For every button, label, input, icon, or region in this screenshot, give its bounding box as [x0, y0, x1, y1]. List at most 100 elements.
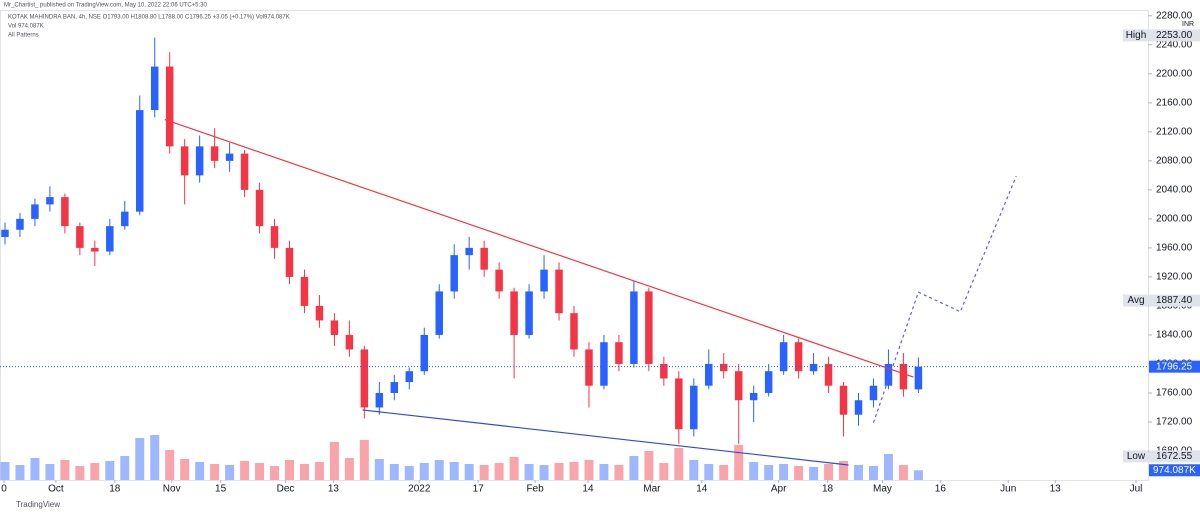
x-tick-label: Feb — [526, 484, 544, 495]
candle-body — [615, 342, 623, 364]
candle-body — [46, 197, 54, 205]
legend-patterns: All Patterns — [8, 33, 39, 39]
candle-body — [899, 363, 908, 390]
volume-bar — [584, 460, 594, 480]
volume-bar — [285, 460, 294, 480]
candle-body — [76, 226, 84, 248]
volume-bar — [539, 465, 549, 480]
volume-bar — [75, 466, 85, 480]
source: Mr_Chartist_ published on TradingView.co… — [4, 3, 208, 9]
candle-body — [555, 269, 563, 314]
price-label: 1796.25 — [1156, 361, 1193, 372]
volume-bar — [524, 464, 534, 480]
volume-bar — [794, 466, 804, 480]
volume-bar — [569, 462, 579, 480]
volume-bar — [225, 465, 235, 480]
candle-body — [809, 363, 818, 372]
candle-body — [315, 305, 324, 321]
volume-bar — [839, 461, 849, 480]
candle-body — [390, 382, 399, 393]
volume-bar — [554, 463, 564, 480]
volume-bar — [105, 461, 115, 480]
candle-body — [465, 247, 473, 256]
candle-body — [690, 385, 698, 430]
candle-body — [136, 110, 144, 212]
candle-body — [450, 255, 458, 292]
candle-body — [180, 146, 189, 176]
y-tick-label: 2080.00 — [1156, 156, 1193, 167]
y-tick-label: 1720.00 — [1156, 417, 1193, 428]
volume-bar — [60, 460, 70, 480]
price-label-box — [1149, 360, 1200, 373]
candle-body — [225, 153, 234, 161]
volume-bar — [719, 465, 729, 480]
volume-bar — [165, 450, 175, 480]
volume-bar — [824, 464, 834, 480]
volume-bar — [749, 462, 759, 480]
candle-body — [435, 291, 443, 335]
x-tick-label: 18 — [109, 484, 121, 495]
volume-bar — [255, 463, 265, 480]
candle-body — [375, 392, 384, 408]
candle-body — [525, 291, 533, 335]
candle-body — [255, 189, 264, 227]
candle-body — [165, 66, 174, 147]
y-tick-label: 1920.00 — [1156, 272, 1193, 283]
volume-bar — [30, 458, 40, 480]
volume-bar — [449, 462, 459, 480]
candle-body — [869, 385, 878, 401]
price-label-box — [1149, 450, 1200, 463]
candle-body — [420, 334, 429, 372]
volume-bar — [659, 463, 669, 480]
volume-bar — [150, 435, 160, 480]
x-tick-label: 13 — [1050, 484, 1062, 495]
volume-bar — [779, 464, 789, 480]
volume-bar — [809, 467, 819, 480]
volume-bar — [509, 457, 519, 480]
volume-bar — [240, 461, 250, 480]
x-tick-label: 18 — [822, 484, 834, 495]
y-tick-label: 2000.00 — [1156, 214, 1193, 225]
candle-body — [405, 371, 414, 383]
volume-bar — [764, 465, 774, 480]
candle-body — [31, 204, 39, 219]
candle-body — [779, 342, 788, 372]
candle-body — [330, 320, 339, 335]
candle-body — [600, 342, 608, 386]
candle-body — [360, 349, 369, 408]
volume-label: 974.087K — [1153, 465, 1196, 476]
x-tick-label: 16 — [935, 484, 947, 495]
volume-bar — [270, 466, 280, 480]
candle-body — [675, 378, 683, 430]
trend-line — [164, 118, 914, 378]
candle-body — [630, 291, 638, 364]
price-label-name: Low — [1127, 451, 1146, 462]
candle-body — [749, 392, 758, 401]
candle-body — [705, 363, 713, 386]
x-tick-label: Nov — [163, 484, 181, 495]
candle-body — [91, 247, 99, 252]
volume-bar — [898, 465, 908, 480]
volume-bar — [329, 442, 339, 480]
volume-bar — [389, 464, 399, 480]
price-label-name-box — [1123, 450, 1148, 463]
volume-bar — [180, 459, 190, 480]
x-tick-label: 2022 — [408, 484, 431, 495]
candle-body — [495, 269, 503, 292]
candle-body — [719, 363, 728, 372]
price-label-name: Avg — [1127, 295, 1144, 306]
volume-bar — [464, 464, 474, 480]
volume-bar — [135, 438, 145, 480]
price-label-box — [1149, 29, 1200, 42]
candle-body — [854, 400, 863, 415]
candle-body — [270, 226, 279, 248]
volume-bar — [614, 465, 624, 480]
volume-bar — [629, 456, 639, 480]
x-tick-label: May — [873, 484, 892, 495]
x-tick-label: Dec — [277, 484, 295, 495]
x-tick-label: 14 — [582, 484, 594, 495]
price-label: 2253.00 — [1156, 30, 1193, 41]
volume-bar — [674, 448, 684, 480]
volume-bar — [90, 463, 100, 480]
